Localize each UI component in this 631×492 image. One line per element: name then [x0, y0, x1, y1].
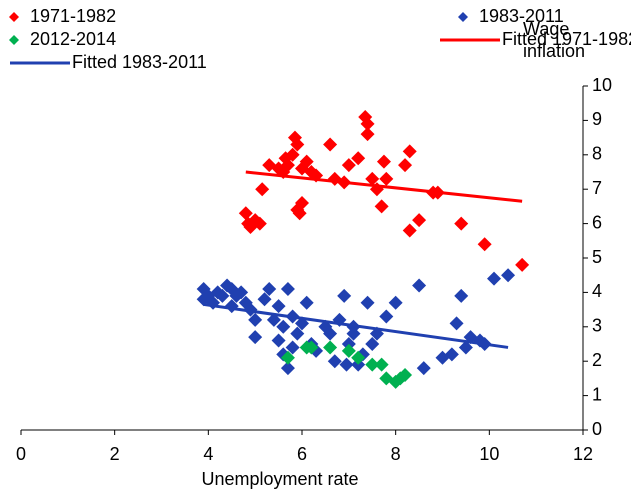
point [454, 288, 469, 303]
point [374, 199, 389, 214]
x-tick-label: 4 [203, 444, 213, 464]
point [337, 288, 352, 303]
point [323, 340, 338, 355]
point [374, 357, 389, 372]
point [454, 216, 469, 231]
fit-line [203, 302, 509, 349]
point [458, 340, 473, 355]
point [365, 337, 380, 351]
point [280, 361, 295, 376]
legend-swatch [458, 12, 468, 22]
point [515, 257, 530, 272]
legend-label: 1971-1982 [30, 6, 116, 26]
point [412, 213, 427, 228]
point [295, 195, 309, 210]
x-axis-title: Unemployment rate [201, 469, 358, 489]
point [365, 171, 380, 186]
point [290, 326, 305, 341]
y-tick-label: 1 [592, 384, 602, 404]
x-tick-label: 2 [110, 444, 120, 464]
y-tick-label: 6 [592, 212, 602, 232]
point [234, 285, 249, 300]
legend-label: 1983-2011 [479, 6, 564, 26]
point [292, 206, 307, 221]
point [501, 268, 516, 283]
point [238, 206, 253, 221]
point [323, 326, 338, 341]
point [280, 350, 295, 365]
point [379, 309, 394, 324]
x-tick-label: 12 [573, 444, 593, 464]
y-tick-label: 0 [592, 419, 602, 439]
point [271, 333, 286, 348]
point [280, 158, 295, 173]
point [266, 312, 281, 327]
legend-label: 2012-2014 [30, 29, 116, 49]
y-axis-title: Wage inflation [523, 19, 586, 61]
point [379, 171, 394, 186]
point [412, 278, 427, 293]
y-tick-label: 3 [592, 316, 602, 336]
point [402, 223, 417, 238]
y-tick-label: 10 [592, 75, 612, 95]
point [252, 216, 267, 231]
y-tick-label: 2 [592, 350, 602, 370]
point [416, 361, 431, 376]
point [285, 340, 300, 355]
point [327, 354, 342, 369]
y-tick-label: 5 [592, 247, 602, 267]
point [323, 137, 338, 152]
point [360, 116, 375, 131]
point [299, 154, 314, 169]
point [398, 158, 413, 173]
point [248, 312, 263, 327]
x-tick-label: 0 [16, 444, 26, 464]
point [341, 343, 356, 358]
x-tick-label: 8 [391, 444, 401, 464]
legend-swatch [9, 12, 19, 22]
point [341, 158, 356, 173]
point [360, 127, 375, 142]
point [346, 326, 361, 341]
legend-swatch [9, 35, 19, 45]
point [449, 316, 464, 331]
x-tick-label: 10 [479, 444, 499, 464]
point [339, 357, 354, 372]
point [365, 357, 380, 372]
point [285, 147, 300, 162]
point [271, 299, 286, 314]
point [402, 144, 417, 159]
point [215, 288, 230, 303]
point [276, 319, 291, 334]
point [299, 295, 314, 310]
y-tick-label: 4 [592, 281, 602, 301]
point [444, 347, 459, 362]
point [290, 137, 305, 152]
point [351, 350, 366, 365]
y-tick-label: 9 [592, 109, 602, 129]
legend-label: Fitted 1971-1982 [502, 29, 631, 49]
point [280, 281, 295, 296]
y-tick-label: 8 [592, 144, 602, 164]
point [376, 154, 391, 169]
point [477, 237, 492, 252]
point [360, 295, 375, 310]
point [351, 151, 366, 166]
fit-line [245, 170, 523, 203]
y-tick-label: 7 [592, 178, 602, 198]
point [257, 292, 272, 307]
point [398, 367, 413, 382]
x-tick-label: 6 [297, 444, 307, 464]
point [262, 281, 277, 296]
point [487, 271, 502, 286]
point [255, 182, 270, 197]
point [304, 340, 319, 355]
legend-label: Fitted 1983-2011 [72, 52, 207, 72]
point [248, 330, 263, 345]
point [388, 295, 403, 310]
